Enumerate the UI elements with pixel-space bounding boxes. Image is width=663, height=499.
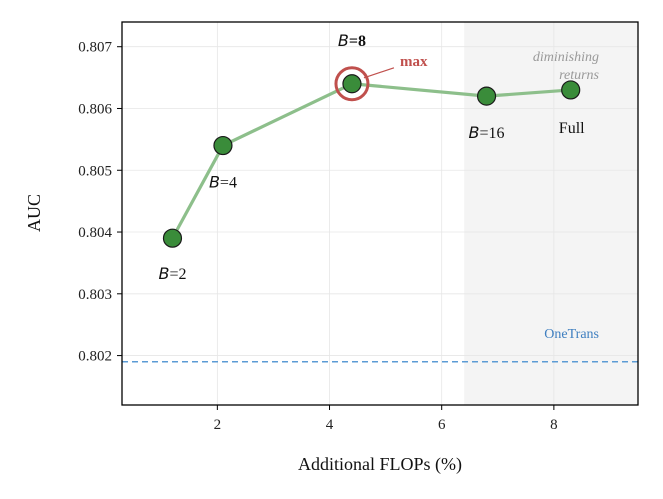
max-highlight-ring bbox=[334, 66, 370, 102]
y-tick-label: 0.807 bbox=[78, 40, 112, 56]
point-label: B=2 bbox=[158, 264, 186, 283]
x-axis-title: Additional FLOPs (%) bbox=[298, 454, 462, 475]
point-label: B=4 bbox=[209, 173, 237, 192]
y-tick-label: 0.806 bbox=[78, 101, 112, 117]
max-label: max bbox=[400, 54, 428, 70]
y-tick-label: 0.802 bbox=[78, 349, 112, 365]
y-tick-label: 0.804 bbox=[78, 225, 112, 241]
point-label: B=8 bbox=[338, 31, 366, 50]
y-axis-title: AUC bbox=[24, 194, 44, 232]
diminishing-returns-label: diminishing bbox=[533, 50, 599, 65]
data-point bbox=[213, 135, 233, 156]
x-tick-label: 4 bbox=[326, 417, 334, 433]
point-label: B=16 bbox=[469, 123, 505, 142]
onetrans-label: OneTrans bbox=[544, 327, 599, 342]
x-tick-label: 8 bbox=[550, 417, 558, 433]
diminishing-returns-label-line2: returns bbox=[559, 68, 599, 83]
data-point bbox=[476, 86, 497, 106]
diminishing-returns-region bbox=[464, 22, 638, 405]
plot-frame bbox=[121, 21, 639, 406]
data-point bbox=[561, 80, 581, 100]
y-tick-label: 0.803 bbox=[78, 287, 112, 303]
x-tick-label: 6 bbox=[438, 417, 446, 433]
data-point bbox=[162, 228, 183, 248]
point-label: Full bbox=[559, 120, 585, 137]
x-tick-label: 2 bbox=[214, 417, 222, 433]
data-point bbox=[342, 74, 362, 94]
y-tick-label: 0.805 bbox=[78, 163, 112, 179]
max-arrow bbox=[363, 67, 395, 79]
